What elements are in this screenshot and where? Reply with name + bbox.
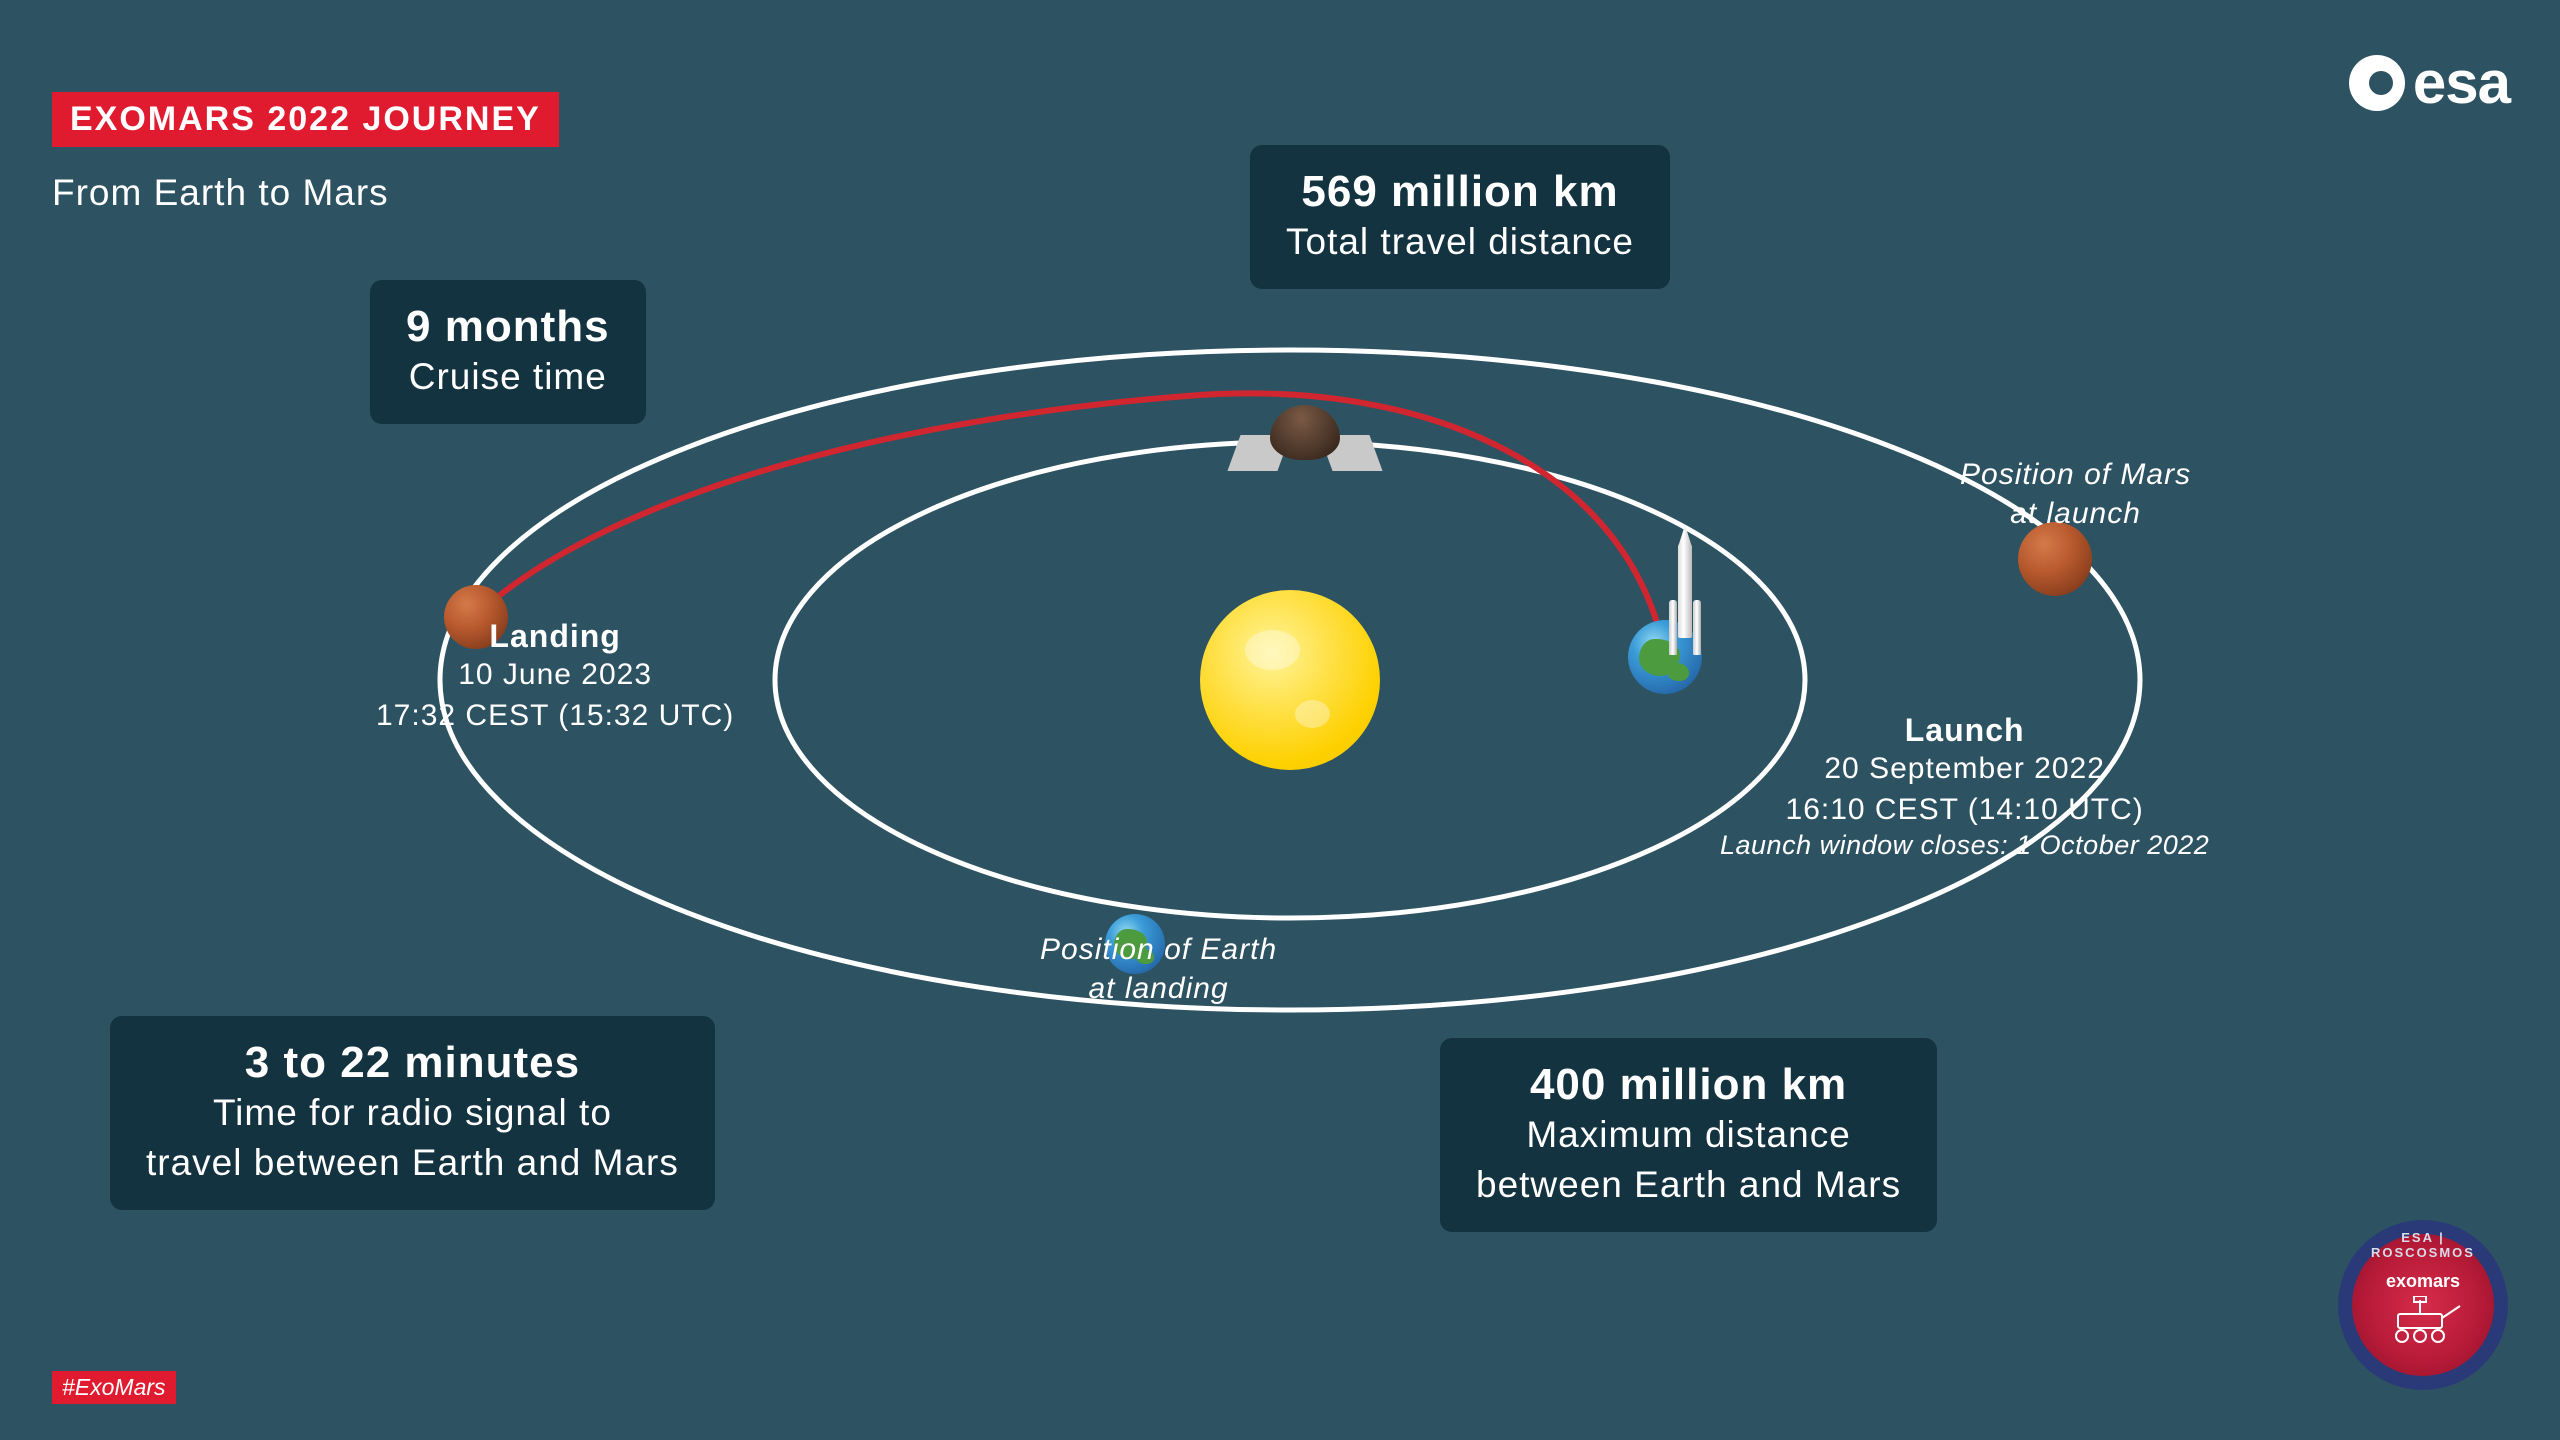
badge-rover-icon [2378,1296,2468,1346]
landing-time: 17:32 CEST (15:32 UTC) [376,696,734,737]
info-primary: 400 million km [1476,1060,1901,1110]
hashtag-tag: #ExoMars [52,1371,176,1404]
landing-date: 10 June 2023 [376,655,734,696]
info-primary: 9 months [406,302,610,352]
spacecraft-icon [1240,395,1370,485]
sun [1200,590,1380,770]
mars-at-launch-planet [2018,522,2092,596]
info-primary: 569 million km [1286,167,1634,217]
esa-logo: esa [2349,48,2510,117]
info-box-maxdist: 400 million km Maximum distancebetween E… [1440,1038,1937,1232]
info-secondary: Cruise time [406,352,610,402]
info-secondary: Time for radio signal totravel between E… [146,1088,679,1188]
earth-landing-label: Position of Earthat landing [1040,930,1277,1008]
mars-launch-label: Position of Marsat launch [1960,455,2191,533]
esa-logo-text: esa [2413,48,2510,117]
mission-badge: ESA | ROSCOSMOS exomars [2338,1220,2508,1390]
info-box-cruise: 9 months Cruise time [370,280,646,424]
launch-date: 20 September 2022 [1720,749,2209,790]
badge-arc-text: ESA | ROSCOSMOS [2352,1230,2494,1260]
esa-logo-icon [2349,55,2405,111]
landing-annotation: Landing 10 June 2023 17:32 CEST (15:32 U… [376,618,734,736]
launch-heading: Launch [1720,712,2209,749]
title-text: EXOMARS 2022 JOURNEY [70,100,541,138]
launch-note: Launch window closes: 1 October 2022 [1720,830,2209,861]
rocket-icon [1670,525,1700,655]
landing-heading: Landing [376,618,734,655]
info-primary: 3 to 22 minutes [146,1038,679,1088]
info-secondary: Total travel distance [1286,217,1634,267]
launch-annotation: Launch 20 September 2022 16:10 CEST (14:… [1720,712,2209,861]
hashtag-text: #ExoMars [62,1374,166,1400]
info-secondary: Maximum distancebetween Earth and Mars [1476,1110,1901,1210]
subtitle-text: From Earth to Mars [52,172,389,214]
badge-label: exomars [2386,1271,2460,1292]
info-box-signal: 3 to 22 minutes Time for radio signal to… [110,1016,715,1210]
title-banner: EXOMARS 2022 JOURNEY [52,92,559,147]
trajectory-path [476,393,1665,655]
info-box-distance: 569 million km Total travel distance [1250,145,1670,289]
launch-time: 16:10 CEST (14:10 UTC) [1720,790,2209,831]
